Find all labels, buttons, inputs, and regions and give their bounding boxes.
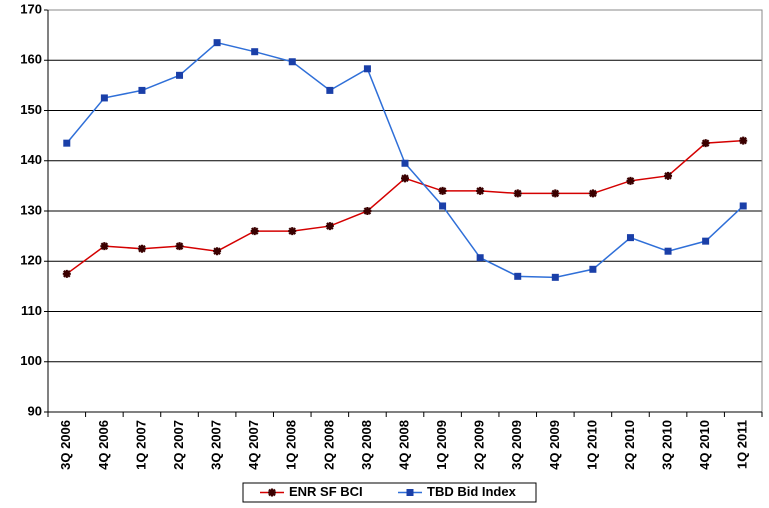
marker (514, 272, 522, 280)
marker (63, 139, 71, 147)
marker (438, 186, 447, 195)
y-tick-label: 150 (20, 102, 42, 117)
marker (702, 237, 710, 245)
x-tick-label: 1Q 2011 (735, 420, 750, 469)
x-tick-label: 1Q 2010 (584, 420, 599, 470)
marker (588, 189, 597, 198)
x-tick-label: 4Q 2009 (547, 420, 562, 470)
y-tick-label: 90 (28, 403, 42, 418)
marker (175, 242, 184, 251)
x-tick-label: 4Q 2010 (697, 420, 712, 470)
y-tick-label: 130 (20, 202, 42, 217)
y-tick-label: 120 (20, 253, 42, 268)
marker (100, 94, 108, 102)
legend-box (242, 482, 537, 503)
x-tick-label: 3Q 2009 (509, 420, 524, 470)
y-tick-label: 100 (20, 353, 42, 368)
marker (406, 489, 414, 496)
x-tick-label: 2Q 2008 (321, 420, 336, 470)
marker (213, 247, 222, 256)
x-tick-label: 2Q 2007 (171, 420, 186, 470)
marker (213, 39, 221, 47)
marker (288, 227, 297, 236)
x-tick-label: 3Q 2007 (209, 420, 224, 470)
y-tick-label: 170 (20, 1, 42, 16)
marker (551, 273, 559, 281)
x-tick-label: 2Q 2009 (472, 420, 487, 470)
x-tick-label: 4Q 2008 (396, 420, 411, 470)
marker (138, 86, 146, 94)
legend-label: ENR SF BCI (289, 484, 363, 499)
legend-label: TBD Bid Index (427, 484, 517, 499)
marker (589, 265, 597, 273)
marker (626, 176, 635, 185)
marker (513, 189, 522, 198)
marker (551, 189, 560, 198)
y-tick-label: 160 (20, 52, 42, 67)
marker (326, 86, 334, 94)
marker (401, 159, 409, 167)
marker (325, 222, 334, 231)
x-tick-label: 3Q 2006 (58, 420, 73, 470)
x-tick-label: 1Q 2009 (434, 420, 449, 470)
marker (439, 202, 447, 210)
marker (664, 171, 673, 180)
y-tick-label: 140 (20, 152, 42, 167)
marker (62, 269, 71, 278)
marker (137, 244, 146, 253)
x-tick-label: 3Q 2010 (659, 420, 674, 470)
marker (476, 186, 485, 195)
marker (626, 234, 634, 242)
x-tick-label: 4Q 2006 (96, 420, 111, 470)
y-tick-label: 110 (21, 303, 42, 318)
x-tick-label: 2Q 2010 (622, 420, 637, 470)
marker (250, 227, 259, 236)
marker (664, 247, 672, 255)
marker (476, 254, 484, 262)
marker (176, 71, 184, 79)
marker (268, 488, 276, 497)
x-tick-label: 3Q 2008 (359, 420, 374, 470)
marker (739, 136, 748, 145)
x-tick-label: 1Q 2007 (133, 420, 148, 470)
x-tick-label: 4Q 2007 (246, 420, 261, 470)
marker (100, 242, 109, 251)
marker (701, 139, 710, 148)
marker (739, 202, 747, 210)
marker (363, 65, 371, 73)
x-tick-label: 1Q 2008 (284, 420, 299, 470)
marker (363, 207, 372, 215)
marker (251, 48, 259, 56)
marker (288, 58, 296, 66)
marker (401, 174, 409, 183)
